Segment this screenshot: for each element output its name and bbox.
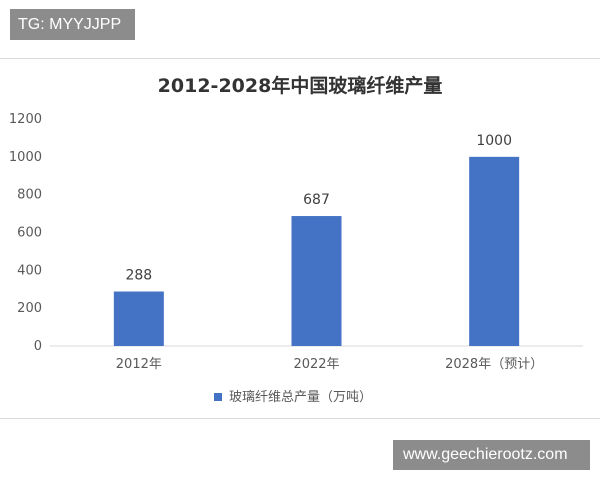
watermark-top: TG: MYYJJPP xyxy=(10,9,135,40)
y-tick-label: 0 xyxy=(34,339,42,354)
data-label: 687 xyxy=(303,192,330,208)
y-tick-label: 200 xyxy=(17,301,42,316)
chart-frame xyxy=(0,58,600,419)
legend-swatch xyxy=(214,393,222,401)
chart-title: 2012-2028年中国玻璃纤维产量 xyxy=(158,74,443,97)
y-tick-label: 1200 xyxy=(9,112,42,127)
x-tick-label: 2022年 xyxy=(293,357,339,372)
y-tick-label: 800 xyxy=(17,188,42,203)
x-tick-label: 2012年 xyxy=(116,357,162,372)
legend-label: 玻璃纤维总产量（万吨） xyxy=(229,390,372,405)
bar xyxy=(113,291,164,346)
y-tick-label: 1000 xyxy=(9,150,42,165)
data-label: 288 xyxy=(125,268,152,284)
y-tick-label: 400 xyxy=(17,263,42,278)
bar xyxy=(291,216,342,346)
x-tick-label: 2028年（预计） xyxy=(445,357,543,372)
y-tick-label: 600 xyxy=(17,226,42,241)
legend: 玻璃纤维总产量（万吨） xyxy=(214,390,372,405)
bar xyxy=(469,156,520,346)
data-label: 1000 xyxy=(476,133,512,149)
watermark-bottom: www.geechierootz.com xyxy=(393,440,590,470)
